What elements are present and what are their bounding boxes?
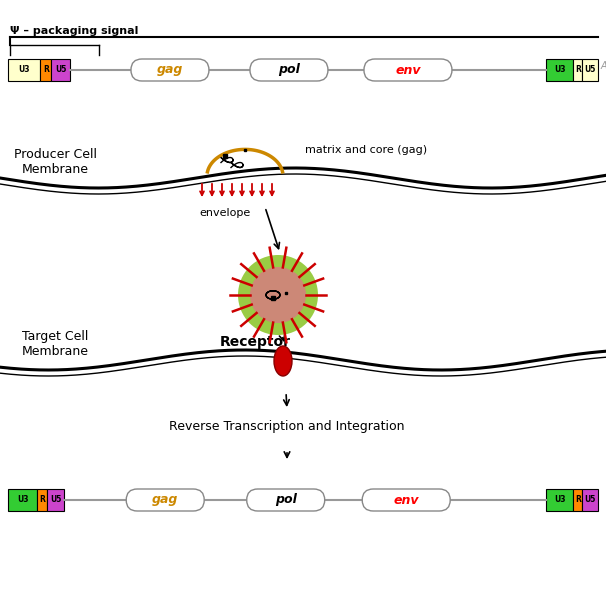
Text: U3: U3 <box>554 496 565 504</box>
Bar <box>582 59 598 81</box>
Text: R: R <box>43 65 48 74</box>
FancyBboxPatch shape <box>364 59 452 81</box>
Text: R: R <box>574 496 581 504</box>
Text: U5: U5 <box>55 65 67 74</box>
Text: Ψ – packaging signal: Ψ – packaging signal <box>10 26 138 36</box>
Circle shape <box>250 267 306 323</box>
Text: pol: pol <box>278 64 300 77</box>
Text: U5: U5 <box>50 496 61 504</box>
Text: pol: pol <box>275 493 297 506</box>
Text: env: env <box>393 493 419 506</box>
Text: gag: gag <box>152 493 178 506</box>
Bar <box>546 489 573 511</box>
Ellipse shape <box>274 346 292 376</box>
Bar <box>47 489 64 511</box>
Text: Receptor: Receptor <box>220 335 291 349</box>
FancyBboxPatch shape <box>362 489 450 511</box>
Bar <box>8 489 37 511</box>
Text: U3: U3 <box>554 65 565 74</box>
Text: R: R <box>39 496 45 504</box>
Bar <box>582 489 598 511</box>
FancyBboxPatch shape <box>247 489 325 511</box>
Text: U3: U3 <box>17 496 28 504</box>
FancyBboxPatch shape <box>250 59 328 81</box>
Bar <box>8 59 40 81</box>
Text: Producer Cell
Membrane: Producer Cell Membrane <box>13 148 96 176</box>
Text: env: env <box>395 64 421 77</box>
Bar <box>37 489 47 511</box>
Bar <box>573 489 582 511</box>
Text: U5: U5 <box>585 65 596 74</box>
Text: R: R <box>574 65 581 74</box>
Bar <box>52 59 70 81</box>
Bar <box>546 59 573 81</box>
Text: U3: U3 <box>18 65 30 74</box>
Bar <box>573 59 582 81</box>
FancyBboxPatch shape <box>126 489 204 511</box>
Text: envelope: envelope <box>199 208 251 218</box>
Text: gag: gag <box>157 64 183 77</box>
Text: AAAAAA: AAAAAA <box>601 61 606 71</box>
FancyBboxPatch shape <box>131 59 209 81</box>
Text: U5: U5 <box>585 496 596 504</box>
Circle shape <box>238 255 318 335</box>
Text: matrix and core (gag): matrix and core (gag) <box>305 145 427 155</box>
Text: Target Cell
Membrane: Target Cell Membrane <box>21 330 88 358</box>
Bar <box>40 59 52 81</box>
Text: Reverse Transcription and Integration: Reverse Transcription and Integration <box>169 420 405 433</box>
